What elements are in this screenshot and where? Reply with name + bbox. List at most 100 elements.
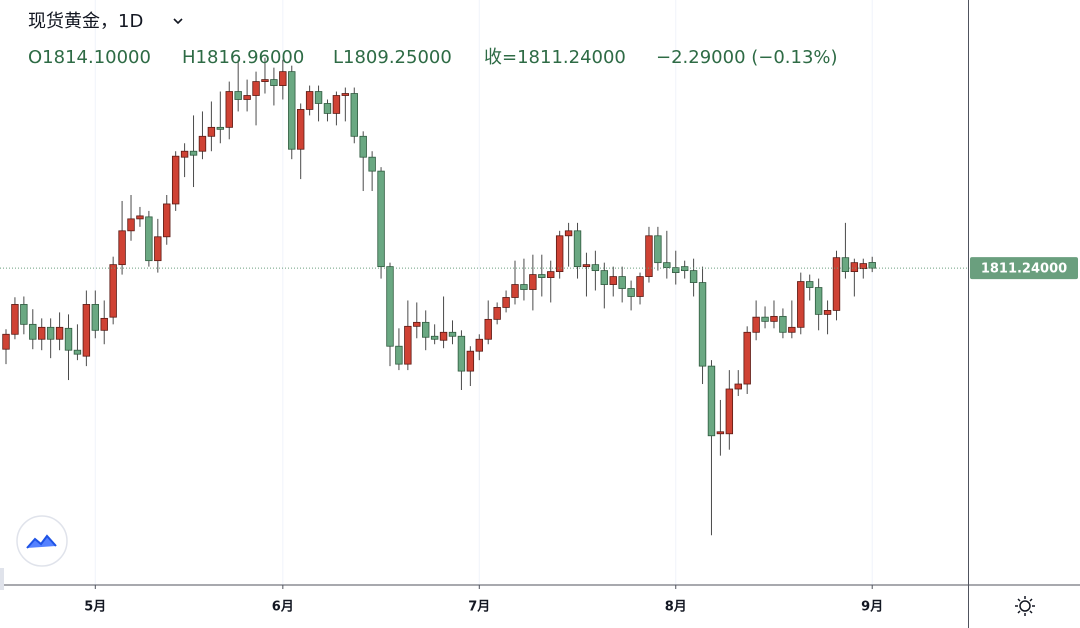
candle-body xyxy=(11,304,19,335)
candle-body xyxy=(234,91,242,100)
candle-body xyxy=(654,235,662,264)
candle-body xyxy=(725,388,734,435)
candle-body xyxy=(743,331,751,385)
candle-body xyxy=(305,91,314,110)
candle-body xyxy=(82,304,91,357)
candle-body xyxy=(484,318,492,340)
candle-body xyxy=(600,270,609,285)
candle-body xyxy=(672,267,680,274)
candle-body xyxy=(341,93,350,96)
candle-body xyxy=(29,323,37,340)
candle-body xyxy=(73,349,82,355)
candle-body xyxy=(511,284,519,298)
candle-body xyxy=(823,310,832,315)
candle-body xyxy=(618,276,626,289)
candle-body xyxy=(698,282,707,367)
candle-body xyxy=(404,325,412,365)
chart-title: 现货黄金，1D xyxy=(28,11,143,32)
candle-body xyxy=(689,270,698,283)
candle-body xyxy=(761,316,769,322)
candle-body xyxy=(109,264,117,318)
x-tick-label: 6月 xyxy=(272,600,294,615)
high-label: H1816.96000 xyxy=(182,47,304,68)
candle-body xyxy=(180,150,189,158)
candle-body xyxy=(466,350,475,372)
candle-body xyxy=(752,316,760,333)
candle-body xyxy=(439,331,448,341)
candle-body xyxy=(716,431,725,435)
candle-body xyxy=(270,79,278,86)
candle-body xyxy=(154,236,162,262)
candle-body xyxy=(859,263,867,270)
candle-body xyxy=(636,276,644,297)
candle-body xyxy=(163,203,171,238)
candle-body xyxy=(359,135,367,158)
candle-body xyxy=(806,281,814,288)
candle-body xyxy=(564,230,573,237)
candle-body xyxy=(64,327,73,351)
candle-body xyxy=(118,230,126,266)
candle-body xyxy=(279,71,287,86)
candle-body xyxy=(841,257,850,273)
candle-body xyxy=(91,304,99,331)
candle-body xyxy=(493,307,501,320)
candle-body xyxy=(520,284,528,290)
candle-body xyxy=(850,262,859,273)
title-chevron[interactable] xyxy=(173,18,183,25)
candle-body xyxy=(377,170,385,268)
side-tab[interactable] xyxy=(0,568,4,590)
candle-body xyxy=(788,326,796,333)
candle-body xyxy=(296,109,305,150)
x-tick-label: 9月 xyxy=(861,600,883,615)
candle-body xyxy=(189,150,198,156)
candle-body xyxy=(448,331,457,337)
candle-body xyxy=(171,155,180,205)
candle-body xyxy=(145,216,153,262)
candle-body xyxy=(332,95,341,114)
candle-body xyxy=(323,103,332,114)
candle-body xyxy=(573,230,582,268)
candle-body xyxy=(350,93,358,137)
candle-body xyxy=(529,274,537,290)
candle-body xyxy=(538,274,546,278)
candle-body xyxy=(609,276,617,285)
open-label: O1814.10000 xyxy=(28,47,151,68)
candle-body xyxy=(288,71,296,150)
last-price-box xyxy=(970,257,1078,280)
candle-body xyxy=(770,315,778,322)
candle-body xyxy=(225,91,233,128)
candle-body xyxy=(457,335,466,372)
candle-body xyxy=(627,288,635,297)
candle-body xyxy=(395,345,403,365)
candle-body xyxy=(100,317,108,331)
candle-body xyxy=(368,156,376,172)
candle-body xyxy=(55,326,64,340)
change-label: −2.29000 (−0.13%) xyxy=(656,47,838,68)
candle-body xyxy=(20,304,28,325)
candle-body xyxy=(591,264,600,272)
candle-body xyxy=(243,95,251,100)
x-tick-label: 8月 xyxy=(665,600,687,615)
candle-body xyxy=(663,262,671,269)
low-label: L1809.25000 xyxy=(333,47,452,68)
logo[interactable] xyxy=(16,515,68,567)
candle-body xyxy=(422,321,430,338)
candle-body xyxy=(868,262,876,269)
candle-body xyxy=(252,81,260,96)
candle-body xyxy=(386,266,394,347)
candle-body xyxy=(475,338,483,352)
candle-body xyxy=(46,326,55,340)
candle-body xyxy=(707,365,716,437)
candle-body xyxy=(547,271,555,278)
x-tick-label: 5月 xyxy=(84,600,106,615)
settings-icon[interactable] xyxy=(1015,596,1035,616)
candles xyxy=(2,57,876,536)
candle-body xyxy=(430,335,439,340)
candle-body xyxy=(582,264,591,268)
candle-body xyxy=(413,321,421,327)
candle-body xyxy=(814,287,823,315)
candle-body xyxy=(734,383,742,390)
close-label: 收=1811.24000 xyxy=(484,47,626,68)
